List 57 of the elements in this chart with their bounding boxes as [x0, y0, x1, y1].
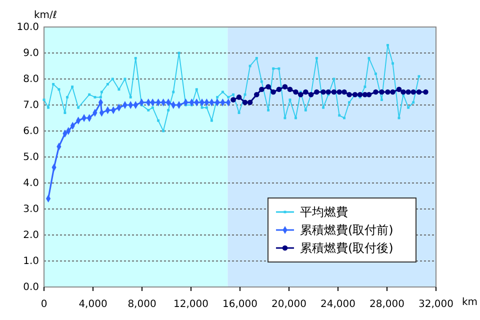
- y-tick-label: 2.0: [23, 230, 39, 242]
- point: [293, 89, 298, 95]
- x-tick-label: 12,000: [174, 299, 208, 310]
- point: [342, 89, 347, 95]
- x-tick-label: 4,000: [78, 299, 108, 310]
- point: [314, 89, 320, 95]
- point: [357, 92, 363, 98]
- point: [320, 89, 326, 95]
- point: [266, 84, 271, 90]
- y-tick-label: 8.0: [23, 74, 39, 86]
- point: [287, 86, 293, 92]
- point: [400, 89, 406, 95]
- y-axis-title: km/ℓ: [34, 10, 58, 21]
- x-tick-label: 28,000: [370, 299, 404, 310]
- point: [373, 89, 378, 95]
- y-tick-label: 10.0: [16, 22, 39, 34]
- point: [303, 89, 308, 95]
- x-tick-label: 24,000: [320, 299, 356, 310]
- x-tick-label: 32,000: [418, 299, 454, 310]
- y-tick-label: 7.0: [23, 100, 39, 112]
- point: [236, 94, 242, 100]
- point: [336, 89, 342, 95]
- point: [230, 97, 236, 102]
- legend-label: 累積燃費(取付前): [300, 223, 394, 237]
- y-tick-label: 4.0: [23, 178, 39, 190]
- legend-label: 平均燃費: [300, 205, 348, 219]
- point: [259, 86, 264, 92]
- point: [385, 89, 390, 95]
- y-tick-label: 5.0: [23, 152, 39, 164]
- point: [247, 100, 253, 106]
- y-tick-label: 9.0: [23, 48, 39, 60]
- point: [276, 86, 282, 92]
- point: [254, 92, 260, 98]
- x-tick-label: 20,000: [272, 299, 306, 310]
- point: [406, 89, 411, 95]
- x-tick-label: 0: [40, 299, 48, 310]
- legend-label: 累積燃費(取付後): [300, 241, 394, 255]
- y-tick-label: 3.0: [23, 204, 39, 216]
- point: [331, 89, 337, 95]
- y-tick-label: 0.0: [23, 282, 39, 294]
- point: [423, 89, 428, 95]
- point: [270, 89, 276, 95]
- point: [326, 89, 331, 95]
- y-tick-label: 6.0: [23, 126, 39, 138]
- point: [410, 89, 416, 95]
- point: [298, 92, 304, 98]
- x-axis-title: km: [462, 297, 478, 308]
- point: [379, 89, 384, 95]
- point: [242, 100, 248, 106]
- point: [396, 86, 402, 92]
- point: [390, 89, 396, 95]
- point: [282, 84, 288, 90]
- point: [346, 92, 352, 98]
- point: [416, 89, 422, 95]
- x-tick-label: 8,000: [128, 299, 156, 310]
- x-tick-label: 16,000: [222, 299, 258, 310]
- y-tick-label: 1.0: [23, 256, 39, 268]
